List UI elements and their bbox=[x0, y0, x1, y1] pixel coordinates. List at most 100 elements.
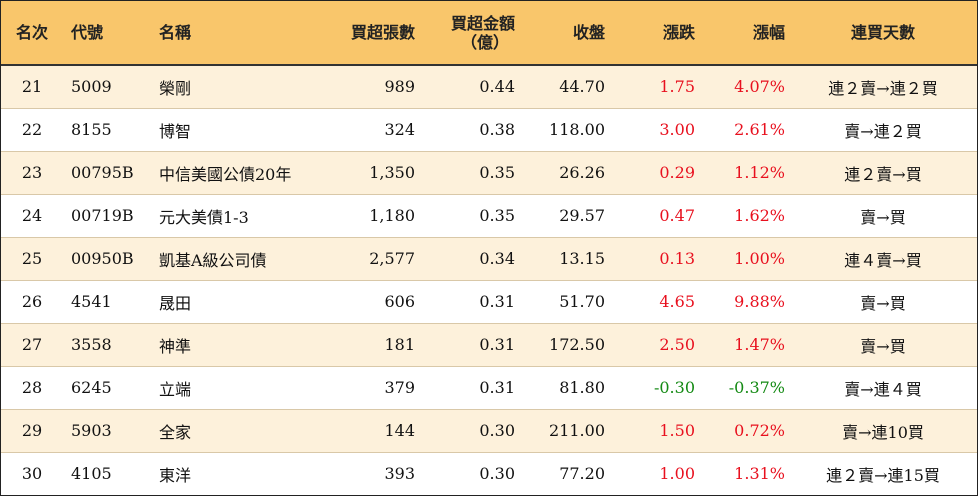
table-row[interactable]: 29 5903 全家 144 0.30 211.00 1.50 0.72% 賣→連10買 bbox=[1, 409, 977, 452]
net-amount-cell: 0.30 bbox=[479, 421, 515, 440]
rank-cell: 29 bbox=[21, 421, 43, 440]
net-lots-cell: 606 bbox=[384, 292, 415, 311]
streak-cell: 賣→連４買 bbox=[844, 379, 922, 399]
table-body: 21 5009 榮剛 989 0.44 44.70 1.75 4.07% 連２賣→連２買 22 81… bbox=[1, 65, 977, 495]
code-cell: 00719B bbox=[71, 206, 134, 225]
change-pct-cell: 1.62% bbox=[734, 206, 785, 225]
header-code: 代號 bbox=[71, 23, 104, 42]
close-cell: 81.80 bbox=[559, 378, 605, 397]
close-cell: 77.20 bbox=[559, 464, 605, 484]
streak-cell: 賣→買 bbox=[860, 336, 906, 356]
change-cell: 3.00 bbox=[659, 120, 695, 139]
name-cell: 晟田 bbox=[159, 293, 192, 313]
net-amount-cell: 0.30 bbox=[479, 464, 515, 484]
close-cell: 26.26 bbox=[559, 163, 605, 182]
close-cell: 51.70 bbox=[559, 292, 605, 311]
name-cell: 全家 bbox=[159, 422, 192, 442]
change-pct-cell: -0.37% bbox=[728, 378, 785, 397]
code-cell: 5009 bbox=[71, 77, 112, 97]
change-pct-cell: 0.72% bbox=[734, 421, 785, 440]
streak-cell: 連２賣→連２買 bbox=[828, 78, 938, 98]
code-cell: 6245 bbox=[71, 378, 112, 397]
table-row[interactable]: 25 00950B 凱基A級公司債 2,577 0.34 13.15 0.13 1.00% 連４… bbox=[1, 237, 977, 280]
header-rank: 名次 bbox=[15, 23, 48, 42]
table-row[interactable]: 21 5009 榮剛 989 0.44 44.70 1.75 4.07% 連２賣→連２買 bbox=[1, 65, 977, 108]
change-cell: 1.00 bbox=[659, 464, 695, 484]
net-amount-cell: 0.35 bbox=[479, 163, 515, 182]
table-row[interactable]: 24 00719B 元大美債1-3 1,180 0.35 29.57 0.47 1.62% 賣→… bbox=[1, 194, 977, 237]
code-cell: 3558 bbox=[71, 335, 112, 354]
table-row[interactable]: 27 3558 神準 181 0.31 172.50 2.50 1.47% 賣→買 bbox=[1, 323, 977, 366]
header-change-pct: 漲幅 bbox=[752, 23, 785, 42]
change-cell: -0.30 bbox=[653, 378, 695, 397]
code-cell: 5903 bbox=[71, 421, 112, 440]
table-row[interactable]: 22 8155 博智 324 0.38 118.00 3.00 2.61% 賣→連２買 bbox=[1, 108, 977, 151]
net-lots-cell: 1,350 bbox=[369, 163, 415, 182]
header-name: 名稱 bbox=[159, 23, 192, 42]
net-lots-cell: 379 bbox=[384, 378, 415, 397]
streak-cell: 賣→買 bbox=[860, 293, 906, 313]
close-cell: 44.70 bbox=[559, 77, 605, 97]
table-row[interactable]: 30 4105 東洋 393 0.30 77.20 1.00 1.31% 連２賣→連15買 bbox=[1, 452, 977, 495]
streak-cell: 賣→連２買 bbox=[844, 121, 922, 141]
change-cell: 0.13 bbox=[659, 249, 695, 268]
net-lots-cell: 1,180 bbox=[369, 206, 415, 225]
net-lots-cell: 324 bbox=[384, 120, 415, 139]
header-change: 漲跌 bbox=[662, 23, 695, 42]
close-cell: 118.00 bbox=[549, 120, 605, 139]
streak-cell: 賣→買 bbox=[860, 207, 906, 227]
name-cell: 榮剛 bbox=[159, 78, 192, 98]
change-pct-cell: 2.61% bbox=[734, 120, 785, 139]
streak-cell: 連２賣→連15買 bbox=[826, 465, 940, 485]
net-lots-cell: 144 bbox=[384, 421, 415, 440]
name-cell: 元大美債1-3 bbox=[159, 207, 249, 227]
streak-cell: 連４賣→買 bbox=[844, 250, 922, 270]
rank-cell: 28 bbox=[21, 378, 43, 397]
change-pct-cell: 1.00% bbox=[734, 249, 785, 268]
header-net-amount: 買超金額 （億） bbox=[419, 1, 519, 65]
name-cell: 立端 bbox=[159, 379, 192, 399]
change-cell: 1.75 bbox=[659, 77, 695, 97]
code-cell: 4541 bbox=[71, 292, 112, 311]
change-cell: 2.50 bbox=[659, 335, 695, 354]
table-row[interactable]: 26 4541 晟田 606 0.31 51.70 4.65 9.88% 賣→買 bbox=[1, 280, 977, 323]
header-net-lots: 買超張數 bbox=[350, 23, 415, 42]
net-lots-cell: 989 bbox=[384, 77, 415, 97]
name-cell: 神準 bbox=[159, 336, 192, 356]
close-cell: 172.50 bbox=[549, 335, 605, 354]
net-lots-cell: 2,577 bbox=[369, 249, 415, 268]
rank-cell: 27 bbox=[21, 335, 43, 354]
code-cell: 00950B bbox=[71, 249, 134, 268]
change-cell: 1.50 bbox=[659, 421, 695, 440]
rank-cell: 22 bbox=[21, 120, 43, 139]
rank-cell: 25 bbox=[21, 249, 43, 268]
header-net-amount-line2: （億） bbox=[460, 32, 509, 52]
rank-cell: 26 bbox=[21, 292, 43, 311]
rank-cell: 21 bbox=[21, 77, 43, 97]
table-row[interactable]: 28 6245 立端 379 0.31 81.80 -0.30 -0.37% 賣→連４買 bbox=[1, 366, 977, 409]
change-pct-cell: 4.07% bbox=[734, 77, 785, 97]
change-pct-cell: 1.12% bbox=[734, 163, 785, 182]
change-cell: 0.29 bbox=[659, 163, 695, 182]
net-amount-cell: 0.34 bbox=[479, 249, 515, 268]
close-cell: 13.15 bbox=[559, 249, 605, 268]
change-pct-cell: 1.31% bbox=[734, 464, 785, 484]
rank-cell: 23 bbox=[21, 163, 43, 182]
header-streak: 連買天數 bbox=[850, 23, 915, 42]
net-lots-cell: 393 bbox=[384, 464, 415, 484]
name-cell: 凱基A級公司債 bbox=[159, 250, 267, 270]
net-lots-cell: 181 bbox=[384, 335, 415, 354]
table-row[interactable]: 23 00795B 中信美國公債20年 1,350 0.35 26.26 0.29 1.12%… bbox=[1, 151, 977, 194]
name-cell: 博智 bbox=[159, 121, 192, 141]
streak-cell: 賣→連10買 bbox=[842, 422, 924, 442]
rank-cell: 30 bbox=[21, 464, 43, 484]
header-close: 收盤 bbox=[572, 23, 605, 42]
net-amount-cell: 0.44 bbox=[479, 77, 515, 97]
header-row: 名次 代號 名稱 買超張數 買超金額 （億） 收盤 漲跌 漲幅 連買天數 bbox=[1, 1, 977, 65]
close-cell: 211.00 bbox=[549, 421, 605, 440]
header-net-amount-line1: 買超金額 bbox=[450, 13, 515, 33]
net-amount-cell: 0.38 bbox=[479, 120, 515, 139]
streak-cell: 連２賣→買 bbox=[844, 164, 922, 184]
